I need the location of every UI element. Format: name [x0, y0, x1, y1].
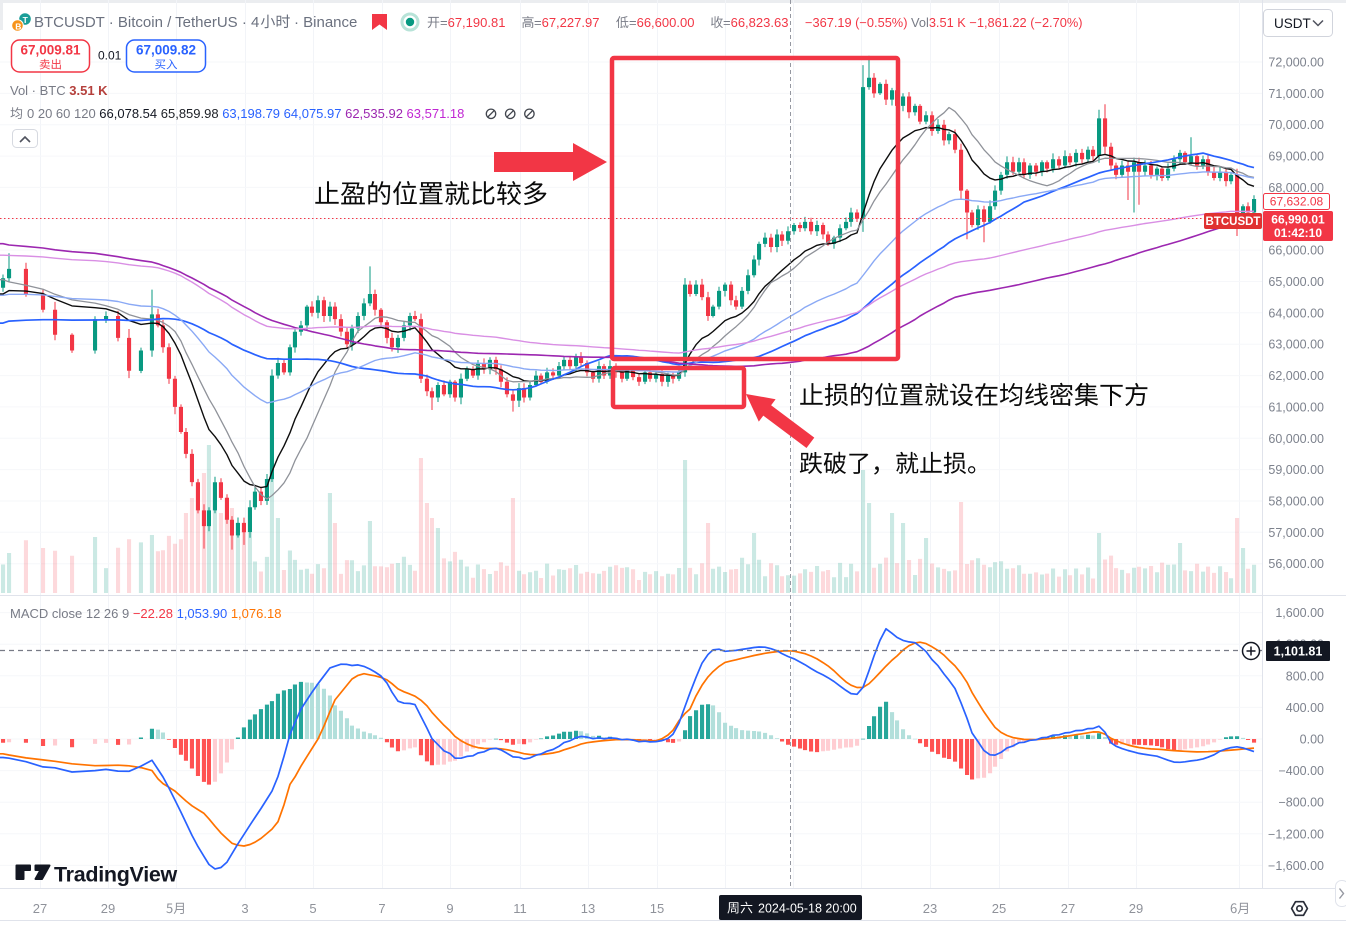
svg-text:72,000.00: 72,000.00 [1268, 56, 1324, 70]
svg-text:60,000.00: 60,000.00 [1268, 432, 1324, 446]
svg-text:−400.00: −400.00 [1278, 764, 1324, 778]
svg-text:· Binance: · Binance [294, 14, 357, 31]
svg-text:70,000.00: 70,000.00 [1268, 118, 1324, 132]
svg-text:27: 27 [1061, 901, 1075, 916]
svg-text:−1,600.00: −1,600.00 [1268, 859, 1324, 873]
svg-text:29: 29 [1129, 901, 1143, 916]
svg-text:2024-05-18 20:00: 2024-05-18 20:00 [758, 902, 857, 916]
svg-text:0.00: 0.00 [1300, 733, 1324, 747]
svg-text:71,000.00: 71,000.00 [1268, 87, 1324, 101]
svg-text:65,000.00: 65,000.00 [1268, 275, 1324, 289]
svg-text:56,000.00: 56,000.00 [1268, 557, 1324, 571]
svg-text:69,000.00: 69,000.00 [1268, 150, 1324, 164]
svg-text:62,000.00: 62,000.00 [1268, 369, 1324, 383]
svg-text:5: 5 [309, 901, 316, 916]
svg-text:−1,200.00: −1,200.00 [1268, 827, 1324, 841]
svg-text:TradingView: TradingView [54, 863, 178, 887]
svg-text:67,632.08: 67,632.08 [1270, 195, 1324, 209]
svg-text:9: 9 [446, 901, 453, 916]
svg-text:0 20 60 120 66,078.54 65,859.: 0 20 60 120 66,078.54 65,859.98 63,198.7… [27, 106, 464, 121]
svg-text:=67,190.81: =67,190.81 [440, 15, 505, 30]
svg-text:67,009.82: 67,009.82 [136, 43, 196, 58]
svg-text:BTCUSDT · Bitcoin / TetherUS ·: BTCUSDT · Bitcoin / TetherUS · 4 [34, 14, 259, 31]
svg-text:01:42:10: 01:42:10 [1274, 226, 1322, 240]
svg-text:1,101.81: 1,101.81 [1274, 645, 1323, 659]
svg-text:61,000.00: 61,000.00 [1268, 400, 1324, 414]
svg-text:B: B [15, 21, 21, 31]
svg-text:15: 15 [650, 901, 664, 916]
svg-text:=66,823.63: =66,823.63 [723, 15, 788, 30]
svg-text:800.00: 800.00 [1286, 669, 1324, 683]
svg-text:11: 11 [513, 901, 527, 916]
svg-text:63,000.00: 63,000.00 [1268, 338, 1324, 352]
svg-text:Vol · BTC 3.51 K: Vol · BTC 3.51 K [10, 83, 108, 98]
svg-text:MACD close 12 26 9 −22.28 1,0: MACD close 12 26 9 −22.28 1,053.90 1,076… [10, 606, 281, 621]
svg-text:7: 7 [378, 901, 385, 916]
svg-text:13: 13 [581, 901, 595, 916]
svg-text:27: 27 [33, 901, 47, 916]
svg-text:400.00: 400.00 [1286, 701, 1324, 715]
svg-text:29: 29 [101, 901, 115, 916]
svg-text:T: T [23, 15, 29, 25]
svg-text:BTCUSDT: BTCUSDT [1206, 216, 1261, 228]
svg-text:67,009.81: 67,009.81 [20, 43, 81, 58]
svg-text:23: 23 [923, 901, 937, 916]
svg-text:68,000.00: 68,000.00 [1268, 181, 1324, 195]
svg-text:3: 3 [241, 901, 248, 916]
svg-text:58,000.00: 58,000.00 [1268, 495, 1324, 509]
svg-text:−800.00: −800.00 [1278, 796, 1324, 810]
svg-text:=67,227.97: =67,227.97 [534, 15, 599, 30]
svg-text:=66,600.00: =66,600.00 [629, 15, 694, 30]
svg-text:64,000.00: 64,000.00 [1268, 306, 1324, 320]
svg-text:1,600.00: 1,600.00 [1275, 606, 1324, 620]
svg-text:59,000.00: 59,000.00 [1268, 463, 1324, 477]
svg-text:USDT: USDT [1274, 16, 1311, 31]
svg-text:66,990.01: 66,990.01 [1271, 213, 1325, 227]
svg-text:−367.19 (−0.55%) Vol3.51 K −1,: −367.19 (−0.55%) Vol3.51 K −1,861.22 (−2… [805, 15, 1083, 30]
svg-text:0.01: 0.01 [98, 49, 122, 63]
svg-text:57,000.00: 57,000.00 [1268, 526, 1324, 540]
svg-text:66,000.00: 66,000.00 [1268, 244, 1324, 258]
svg-text:25: 25 [992, 901, 1006, 916]
